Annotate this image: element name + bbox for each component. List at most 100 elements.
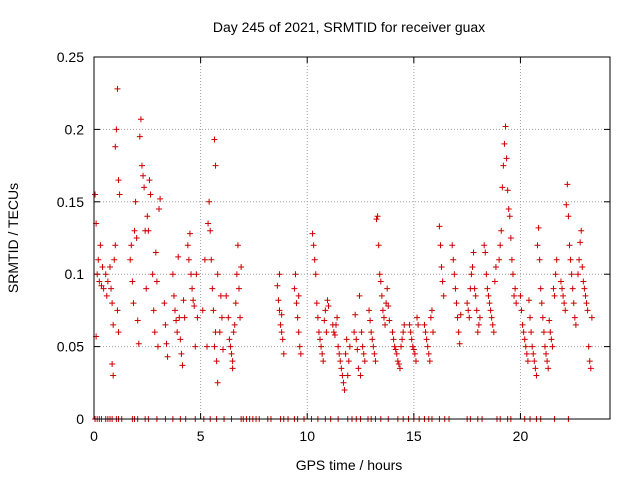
data-point	[414, 314, 421, 321]
data-point	[519, 321, 526, 328]
data-point	[367, 317, 374, 324]
data-point	[214, 379, 221, 386]
data-point	[226, 336, 233, 343]
data-point	[112, 242, 119, 249]
data-point	[323, 329, 330, 336]
data-point	[318, 343, 325, 350]
data-point	[535, 224, 542, 231]
data-point	[278, 311, 285, 318]
data-point	[294, 314, 301, 321]
data-point	[394, 358, 401, 365]
data-point	[354, 346, 361, 353]
data-point	[292, 271, 299, 278]
x-tick-label: 10	[299, 428, 315, 444]
data-point	[470, 249, 477, 256]
data-point	[440, 292, 447, 299]
data-point	[489, 321, 496, 328]
data-point	[237, 314, 244, 321]
data-point	[110, 321, 117, 328]
data-point	[313, 300, 320, 307]
data-point	[345, 358, 352, 365]
data-point	[146, 177, 153, 184]
data-point	[173, 317, 180, 324]
data-point	[103, 292, 110, 299]
data-point	[227, 343, 234, 350]
data-point	[524, 358, 531, 365]
data-point	[485, 292, 492, 299]
data-point	[152, 249, 159, 256]
data-point	[319, 350, 326, 357]
data-point	[201, 256, 208, 263]
grid	[94, 57, 610, 419]
data-point	[208, 256, 215, 263]
data-point	[409, 343, 416, 350]
data-point	[396, 365, 403, 372]
data-point	[278, 329, 285, 336]
y-axis-label: SRMTID / TECUs	[5, 183, 21, 293]
data-point	[508, 256, 515, 263]
data-point	[179, 362, 186, 369]
data-point	[177, 336, 184, 343]
data-point	[225, 314, 232, 321]
data-point	[216, 329, 223, 336]
data-point	[132, 198, 139, 205]
data-point	[136, 133, 143, 140]
data-point	[560, 292, 567, 299]
data-point	[518, 307, 525, 314]
data-point	[321, 317, 328, 324]
data-point	[466, 314, 473, 321]
data-point	[360, 350, 367, 357]
data-point	[205, 220, 212, 227]
data-point	[481, 242, 488, 249]
data-point	[380, 314, 387, 321]
data-point	[386, 317, 393, 324]
data-point	[238, 263, 245, 270]
data-point	[223, 292, 230, 299]
data-point	[276, 307, 283, 314]
data-point	[571, 314, 578, 321]
data-point	[471, 285, 478, 292]
data-point	[341, 387, 348, 394]
data-point	[561, 300, 568, 307]
data-point	[204, 343, 211, 350]
data-point	[128, 242, 135, 249]
data-point	[457, 311, 464, 318]
data-point	[534, 242, 541, 249]
data-point	[209, 285, 216, 292]
data-point	[162, 321, 169, 328]
data-point	[408, 336, 415, 343]
data-point	[156, 206, 163, 213]
data-point	[116, 191, 123, 198]
data-point	[452, 285, 459, 292]
data-point	[475, 321, 482, 328]
data-point	[291, 285, 298, 292]
data-point	[504, 187, 511, 194]
data-point	[231, 321, 238, 328]
data-point	[176, 314, 183, 321]
data-point	[521, 336, 528, 343]
data-point	[546, 317, 553, 324]
data-point	[483, 271, 490, 278]
x-tick-label: 0	[90, 428, 98, 444]
data-point	[525, 297, 532, 304]
data-point	[491, 278, 498, 285]
data-point	[490, 329, 497, 336]
data-point	[92, 191, 99, 198]
data-point	[110, 372, 117, 379]
data-point	[544, 358, 551, 365]
data-point	[411, 350, 418, 357]
data-point	[106, 263, 113, 270]
data-point	[473, 307, 480, 314]
data-point	[428, 307, 435, 314]
data-point	[531, 358, 538, 365]
data-point	[190, 297, 197, 304]
data-point	[576, 256, 583, 263]
data-point	[137, 116, 144, 123]
data-point	[138, 162, 145, 169]
data-point	[207, 227, 214, 234]
data-point	[336, 350, 343, 357]
data-point	[293, 300, 300, 307]
data-point	[375, 242, 382, 249]
data-point	[532, 365, 539, 372]
data-point	[465, 307, 472, 314]
